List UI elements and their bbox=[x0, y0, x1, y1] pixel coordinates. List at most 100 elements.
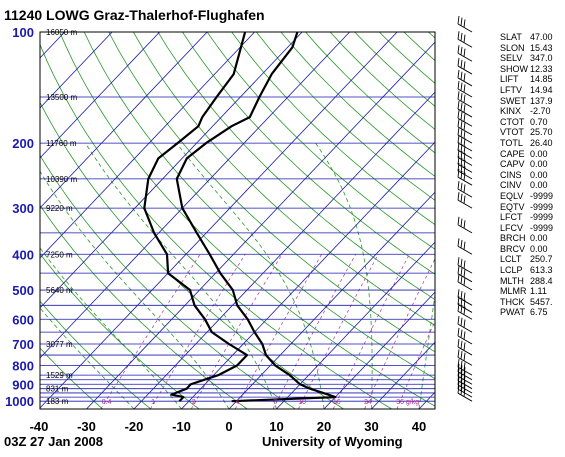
height-label: 7250 m bbox=[46, 250, 73, 259]
temperature-tick-label: -30 bbox=[77, 419, 96, 434]
index-value: 0.00 bbox=[530, 159, 562, 170]
height-label: 13500 m bbox=[46, 93, 77, 102]
mixing-ratio-label: 1 bbox=[151, 399, 155, 406]
index-key: SWET bbox=[500, 96, 530, 107]
index-value: 5457. bbox=[530, 297, 562, 308]
height-label: 16050 m bbox=[46, 28, 77, 37]
index-value: 1.11 bbox=[530, 286, 562, 297]
data-source: University of Wyoming bbox=[262, 434, 403, 449]
pressure-tick-label: 900 bbox=[12, 377, 34, 392]
index-key: EQLV bbox=[500, 191, 530, 202]
index-value: 0.00 bbox=[530, 244, 562, 255]
index-key: BRCH bbox=[500, 233, 530, 244]
index-key: EQTV bbox=[500, 202, 530, 213]
mixing-ratio-label: 4 bbox=[235, 399, 239, 406]
wind-barb bbox=[458, 274, 472, 290]
temperature-tick-label: -10 bbox=[172, 419, 191, 434]
wind-barb bbox=[458, 45, 472, 61]
dry-adiabat bbox=[60, 32, 440, 409]
index-key: LCLT bbox=[500, 254, 530, 265]
wind-barb bbox=[458, 81, 472, 97]
index-value: 14.94 bbox=[530, 85, 562, 96]
mixing-ratio-line bbox=[273, 254, 356, 409]
index-value: 0.70 bbox=[530, 117, 562, 128]
temperature-tick-label: 40 bbox=[412, 419, 426, 434]
index-value: 347.0 bbox=[530, 53, 562, 64]
wind-barb bbox=[458, 238, 472, 254]
index-value: 12.33 bbox=[530, 64, 562, 75]
height-label: 831 m bbox=[46, 385, 69, 394]
index-key: CINV bbox=[500, 180, 530, 191]
index-key: VTOT bbox=[500, 127, 530, 138]
index-row: EQTV-9999 bbox=[500, 202, 562, 213]
temperature-profile bbox=[177, 32, 335, 401]
mixing-ratio-label: 24 bbox=[364, 399, 372, 406]
index-key: MLTH bbox=[500, 276, 530, 287]
isotherm-line bbox=[0, 32, 65, 409]
temperature-tick-label: 30 bbox=[364, 419, 378, 434]
index-value: 613.3 bbox=[530, 265, 562, 276]
isotherm-line bbox=[182, 32, 540, 409]
index-key: CAPV bbox=[500, 159, 530, 170]
chart-title: 11240 LOWG Graz-Thalerhof-Flughafen bbox=[4, 7, 265, 23]
mixing-ratio-line bbox=[397, 254, 466, 409]
wind-barb bbox=[458, 192, 472, 208]
mixing-ratio-label: 2 bbox=[192, 399, 196, 406]
index-key: LIFT bbox=[500, 74, 530, 85]
index-row: LFCT-9999 bbox=[500, 212, 562, 223]
height-label: 183 m bbox=[46, 397, 69, 406]
height-label: 11760 m bbox=[46, 139, 77, 148]
index-key: LFTV bbox=[500, 85, 530, 96]
moist-adiabat bbox=[419, 143, 449, 409]
index-key: SLAT bbox=[500, 32, 530, 43]
mixing-ratio-line bbox=[298, 254, 378, 409]
mixing-ratio-label: 36 g/kg bbox=[396, 399, 419, 406]
index-key: CAPE bbox=[500, 149, 530, 160]
index-key: SELV bbox=[500, 53, 530, 64]
wind-barb bbox=[458, 16, 472, 32]
wind-barb bbox=[458, 339, 472, 355]
dry-adiabat bbox=[84, 32, 488, 409]
index-row: EQLV-9999 bbox=[500, 191, 562, 202]
index-value: 0.00 bbox=[530, 233, 562, 244]
wind-barbs bbox=[458, 16, 472, 401]
index-value: 0.00 bbox=[530, 170, 562, 181]
pressure-tick-label: 200 bbox=[12, 136, 34, 151]
temperature-tick-label: -40 bbox=[30, 419, 49, 434]
dry-adiabat bbox=[109, 32, 536, 409]
isotherm-line bbox=[0, 32, 255, 409]
index-row: LFCV-9999 bbox=[500, 223, 562, 234]
index-key: BRCV bbox=[500, 244, 530, 255]
index-key: PWAT bbox=[500, 307, 530, 318]
temperature-tick-label: 0 bbox=[225, 419, 232, 434]
index-key: LFCT bbox=[500, 212, 530, 223]
pressure-tick-label: 700 bbox=[12, 337, 34, 352]
pressure-tick-label: 800 bbox=[12, 358, 34, 373]
index-row: KINX-2.70 bbox=[500, 106, 562, 117]
sounding-series bbox=[144, 32, 335, 401]
index-key: THCK bbox=[500, 297, 530, 308]
index-key: LCLP bbox=[500, 265, 530, 276]
mixing-ratio-label: 7 bbox=[273, 399, 277, 406]
index-value: 26.40 bbox=[530, 138, 562, 149]
index-value: 6.75 bbox=[530, 307, 562, 318]
index-value: -2.70 bbox=[530, 106, 562, 117]
pressure-tick-label: 400 bbox=[12, 247, 34, 262]
